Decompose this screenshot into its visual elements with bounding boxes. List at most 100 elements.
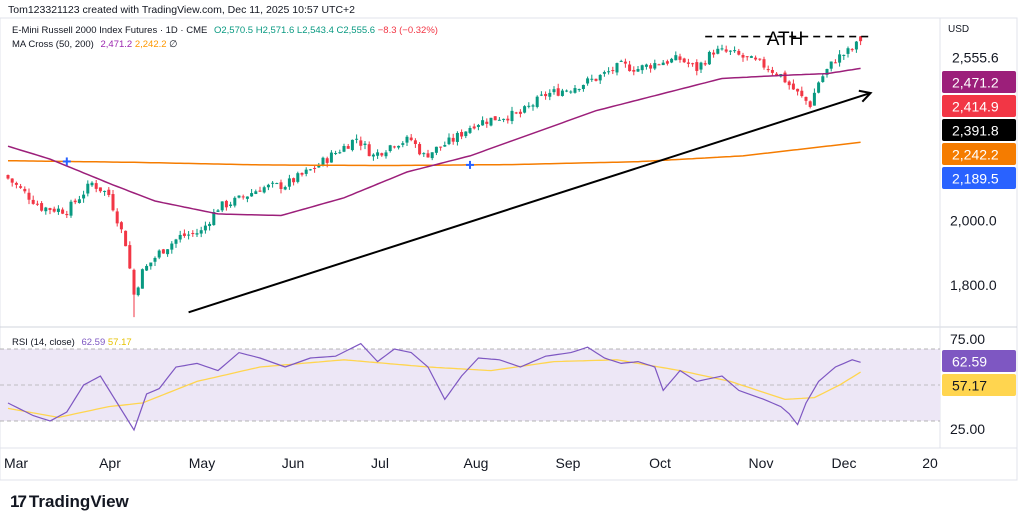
candle-body bbox=[665, 61, 669, 64]
candle-body bbox=[573, 88, 577, 93]
candle-body bbox=[745, 56, 749, 58]
candle-body bbox=[682, 58, 686, 63]
candle-body bbox=[308, 169, 312, 171]
candle-body bbox=[476, 125, 480, 127]
candle-body bbox=[817, 82, 821, 93]
ma-legend: MA Cross (50, 200) 2,471.2 2,242.2 ∅ bbox=[12, 39, 177, 50]
candle-body bbox=[266, 184, 270, 188]
candle-body bbox=[800, 90, 804, 97]
time-axis[interactable]: Mar Apr May Jun Jul Aug Sep Oct Nov Dec 20 bbox=[4, 455, 938, 471]
candle-body bbox=[527, 105, 531, 107]
chart-header: Tom123321123 created with TradingView.co… bbox=[8, 4, 356, 16]
candle-body bbox=[623, 61, 627, 64]
candle-body bbox=[548, 92, 552, 97]
candle-body bbox=[859, 36, 863, 42]
candle-body bbox=[565, 90, 569, 92]
candle-body bbox=[426, 153, 430, 158]
brand-name: TradingView bbox=[28, 492, 129, 511]
candle-body bbox=[535, 96, 539, 107]
candle-body bbox=[367, 144, 371, 157]
candle-body bbox=[182, 233, 186, 236]
candle-body bbox=[418, 144, 422, 155]
time-tick-label: Oct bbox=[649, 455, 671, 471]
candle-body bbox=[275, 183, 279, 185]
candle-body bbox=[250, 193, 254, 197]
candle-body bbox=[712, 52, 716, 55]
candle-body bbox=[86, 183, 90, 194]
candle-body bbox=[556, 88, 560, 96]
candle-body bbox=[94, 183, 98, 189]
candle-body bbox=[607, 71, 611, 73]
candle-body bbox=[342, 146, 346, 152]
candle-body bbox=[497, 119, 501, 121]
candle-body bbox=[73, 200, 77, 203]
candle-body bbox=[644, 64, 648, 67]
price-badge bbox=[942, 46, 1016, 68]
rsi-badge bbox=[942, 350, 1016, 372]
candle-body bbox=[145, 265, 149, 271]
candle-body bbox=[174, 239, 178, 244]
candle-body bbox=[212, 211, 216, 226]
candle-body bbox=[657, 64, 661, 66]
candle-body bbox=[577, 89, 581, 91]
candle-body bbox=[224, 200, 228, 208]
candle-body bbox=[670, 58, 674, 63]
candle-body bbox=[523, 106, 527, 113]
candle-body bbox=[615, 63, 619, 73]
candle-body bbox=[531, 105, 535, 107]
candle-body bbox=[485, 121, 489, 124]
candle-body bbox=[140, 269, 144, 289]
candle-body bbox=[481, 120, 485, 126]
candle-body bbox=[611, 70, 615, 72]
symbol-legend: E-Mini Russell 2000 Index Futures · 1D ·… bbox=[12, 25, 438, 36]
candle-body bbox=[733, 50, 737, 52]
candle-body bbox=[724, 49, 728, 52]
candle-body bbox=[132, 269, 136, 295]
candle-body bbox=[699, 62, 703, 70]
time-tick-label: Jul bbox=[371, 455, 389, 471]
candle-body bbox=[619, 60, 623, 62]
candle-body bbox=[649, 65, 653, 69]
candle-body bbox=[82, 194, 86, 199]
candle-body bbox=[27, 192, 31, 200]
candle-body bbox=[313, 167, 317, 169]
candle-body bbox=[178, 234, 182, 240]
candle-body bbox=[804, 96, 808, 101]
candle-body bbox=[544, 93, 548, 97]
cross-markers-layer bbox=[62, 157, 474, 169]
time-tick-label: Nov bbox=[749, 455, 774, 471]
candle-body bbox=[166, 249, 170, 255]
candle-body bbox=[371, 154, 375, 157]
candle-body bbox=[796, 88, 800, 92]
candle-body bbox=[355, 138, 359, 140]
candle-body bbox=[48, 208, 52, 210]
candle-body bbox=[292, 178, 296, 183]
price-badge-label: 2,414.9 bbox=[952, 99, 999, 115]
price-tick-label: 1,800.0 bbox=[950, 277, 997, 293]
trendline[interactable] bbox=[188, 92, 871, 314]
candle-body bbox=[329, 152, 333, 163]
candle-body bbox=[472, 126, 476, 129]
candle-body bbox=[346, 146, 350, 149]
currency-label: USD bbox=[948, 24, 969, 35]
tradingview-logo[interactable]: 17 TradingView bbox=[10, 492, 129, 512]
candle-body bbox=[405, 136, 409, 143]
candle-body bbox=[674, 55, 678, 61]
candle-body bbox=[825, 68, 829, 75]
candle-body bbox=[136, 287, 140, 296]
candle-body bbox=[812, 92, 816, 106]
candle-body bbox=[413, 140, 417, 145]
candle-body bbox=[359, 140, 363, 146]
ma-slow-value: 2,242.2 bbox=[134, 39, 167, 50]
candle-body bbox=[493, 116, 497, 121]
candle-body bbox=[728, 50, 732, 52]
candle-body bbox=[594, 78, 598, 81]
candle-body bbox=[758, 58, 762, 60]
price-axis[interactable]: USD 1,800.0 2,000.0 25.00 75.00 bbox=[948, 24, 997, 437]
candle-body bbox=[157, 250, 161, 258]
candle-body bbox=[602, 72, 606, 74]
time-tick-label: 20 bbox=[922, 455, 938, 471]
candle-body bbox=[325, 158, 329, 163]
candle-body bbox=[846, 48, 850, 54]
